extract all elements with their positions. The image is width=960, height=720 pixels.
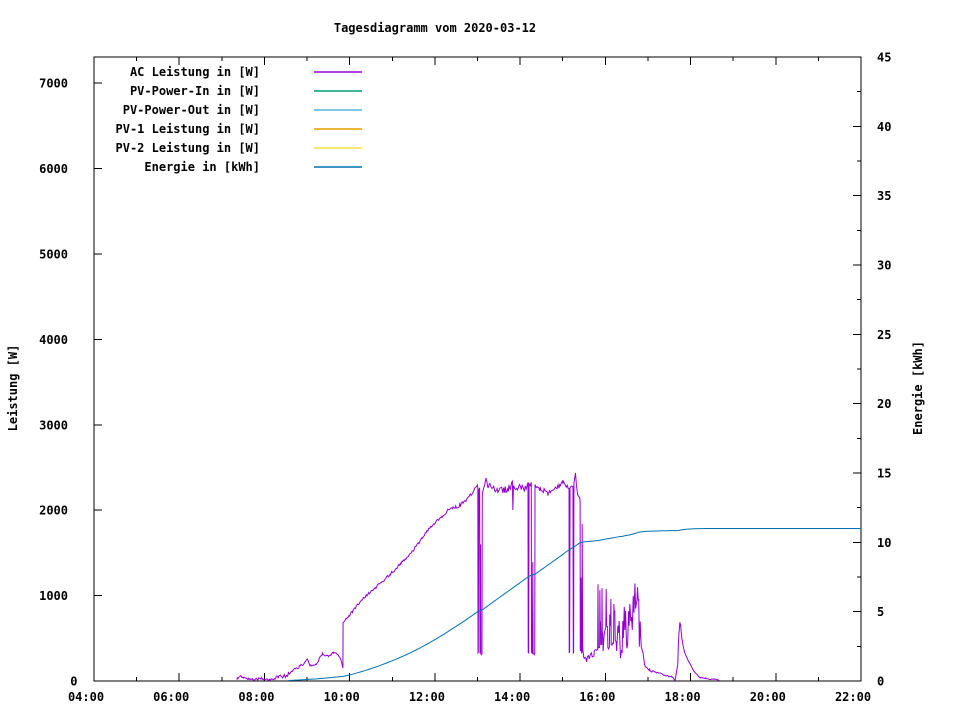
y2-tick-label: 45 bbox=[877, 51, 891, 65]
chart-title: Tagesdiagramm vom 2020-03-12 bbox=[334, 21, 536, 35]
y2-tick-label: 25 bbox=[877, 328, 891, 342]
y2-tick-label: 40 bbox=[877, 120, 891, 134]
x-tick-label: 08:00 bbox=[238, 690, 274, 704]
y2-tick-label: 15 bbox=[877, 467, 891, 481]
x-tick-label: 14:00 bbox=[494, 690, 530, 704]
legend-item: AC Leistung in [W] bbox=[130, 65, 362, 79]
y2-tick-label: 5 bbox=[877, 605, 884, 619]
x-tick-label: 06:00 bbox=[153, 690, 189, 704]
y-tick-label: 4000 bbox=[39, 333, 68, 347]
x-tick-label: 18:00 bbox=[664, 690, 700, 704]
legend-label: Energie in [kWh] bbox=[144, 160, 260, 174]
legend-label: PV-Power-In in [W] bbox=[130, 84, 260, 98]
y-tick-label: 2000 bbox=[39, 504, 68, 518]
legend: AC Leistung in [W] PV-Power-In in [W] PV-P… bbox=[116, 65, 362, 174]
x-tick-label: 16:00 bbox=[579, 690, 615, 704]
y-axis-label: Leistung [W] bbox=[6, 345, 20, 432]
legend-item: PV-2 Leistung in [W] bbox=[116, 141, 362, 155]
legend-label: AC Leistung in [W] bbox=[130, 65, 260, 79]
series-ac-leistung-in-w- bbox=[236, 472, 720, 682]
legend-item: PV-Power-In in [W] bbox=[130, 84, 362, 98]
y-tick-label: 7000 bbox=[39, 77, 68, 91]
y2-axis-label: Energie [kWh] bbox=[911, 341, 925, 435]
legend-label: PV-Power-Out in [W] bbox=[123, 103, 260, 117]
y-tick-label: 6000 bbox=[39, 162, 68, 176]
legend-label: PV-1 Leistung in [W] bbox=[116, 122, 261, 136]
legend-item: PV-1 Leistung in [W] bbox=[116, 122, 362, 136]
x-tick-label: 04:00 bbox=[68, 690, 104, 704]
y2-tick-label: 35 bbox=[877, 189, 891, 203]
y2-tick-label: 30 bbox=[877, 259, 891, 273]
legend-label: PV-2 Leistung in [W] bbox=[116, 141, 261, 155]
legend-item: PV-Power-Out in [W] bbox=[123, 103, 362, 117]
x-tick-label: 20:00 bbox=[750, 690, 786, 704]
x-tick-label: 12:00 bbox=[409, 690, 445, 704]
y2-tick-label: 0 bbox=[877, 675, 884, 689]
y-tick-label: 1000 bbox=[39, 589, 68, 603]
y2-tick-label: 20 bbox=[877, 397, 891, 411]
y-tick-label: 0 bbox=[70, 675, 77, 689]
tick-labels: 04:00 06:00 08:00 10:00 12:00 14:00 16:00 18:00… bbox=[39, 51, 891, 705]
y-tick-label: 3000 bbox=[39, 418, 68, 432]
series-energie-in-kwh- bbox=[288, 527, 861, 681]
plot-series bbox=[236, 472, 861, 682]
y-tick-label: 5000 bbox=[39, 248, 68, 262]
x-tick-label: 22:00 bbox=[835, 690, 871, 704]
y2-tick-label: 10 bbox=[877, 536, 891, 550]
x-tick-label: 10:00 bbox=[324, 690, 360, 704]
legend-item: Energie in [kWh] bbox=[144, 160, 362, 174]
plot-axes bbox=[93, 56, 862, 682]
